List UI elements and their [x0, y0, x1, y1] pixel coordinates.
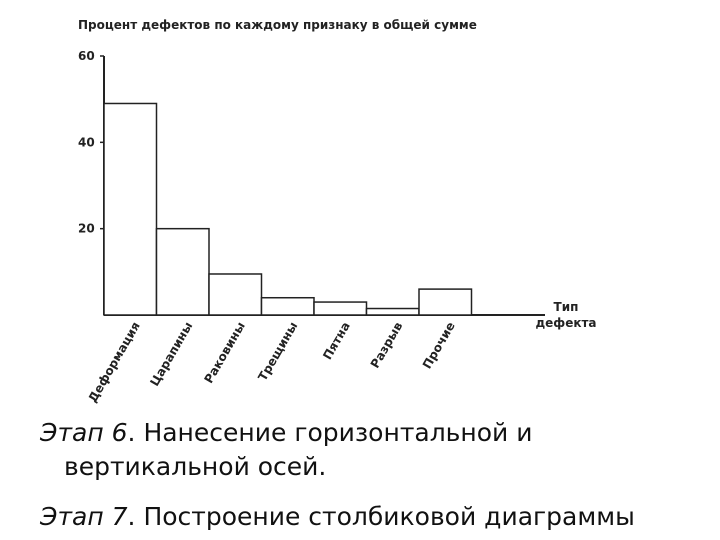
- x-tick-label: Раковины: [202, 320, 248, 386]
- bar-5: [313, 301, 368, 316]
- x-tick-label: Пятна: [320, 320, 353, 363]
- stage-6-text: . Нанесение горизонтальной и: [127, 418, 533, 447]
- pareto-chart: Процент дефектов по каждому признаку в о…: [78, 18, 597, 405]
- chart-title: Процент дефектов по каждому признаку в о…: [78, 18, 477, 32]
- stage-6-text-cont: вертикальной осей.: [64, 452, 327, 481]
- x-axis-label-line2: дефекта: [535, 316, 596, 330]
- bar-7: [418, 288, 473, 316]
- bar-1: [103, 102, 158, 316]
- y-tick-label: 40: [78, 135, 95, 149]
- x-tick-label: Царапины: [147, 320, 195, 389]
- y-tick-label: 60: [78, 49, 95, 63]
- y-tick-label: 20: [78, 222, 95, 236]
- x-tick-label: Прочие: [420, 320, 458, 372]
- caption-stage-7: Этап 7. Построение столбиковой диаграммы: [40, 500, 700, 534]
- bar-6: [365, 307, 420, 316]
- caption-stage-6: Этап 6. Нанесение горизонтальной и верти…: [40, 416, 700, 484]
- stage-7-text: . Построение столбиковой диаграммы: [127, 502, 635, 531]
- stage-6-label: Этап 6: [40, 418, 128, 447]
- x-tick-label: Трещины: [255, 320, 300, 384]
- bar-3: [208, 273, 263, 316]
- x-tick-label: Деформация: [85, 320, 142, 405]
- stage-7-label: Этап 7: [40, 502, 128, 531]
- x-axis-label-line1: Тип: [554, 300, 579, 314]
- bar-2: [155, 227, 210, 316]
- x-tick-label: Разрыв: [368, 319, 406, 370]
- bar-4: [260, 296, 315, 316]
